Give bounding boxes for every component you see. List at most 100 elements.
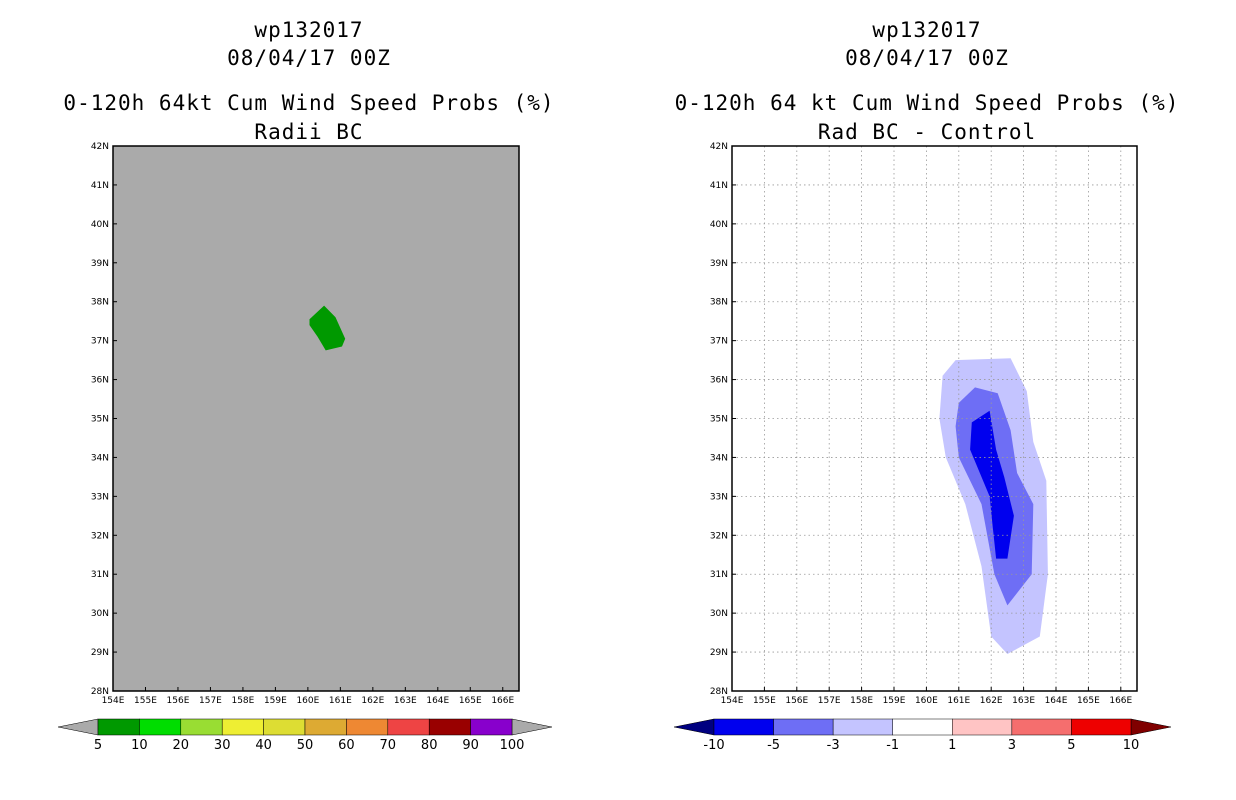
x-tick-label: 165E xyxy=(1077,696,1100,706)
colorbar: -10 -5 -3 -1 1 3 5 10 xyxy=(673,718,1172,753)
y-tick-label: 30N xyxy=(91,609,109,619)
y-tick-label: 29N xyxy=(710,648,728,658)
x-tick-label: 159E xyxy=(883,696,906,706)
x-tick-label: 164E xyxy=(1045,696,1068,706)
colorbar-swatch xyxy=(387,718,430,736)
colorbar-swatch xyxy=(180,718,223,736)
x-tick-label: 160E xyxy=(296,696,319,706)
colorbar-swatch xyxy=(1071,718,1132,736)
product-title: 0-120h 64kt Cum Wind Speed Probs (%) xyxy=(63,91,555,115)
colorbar-label: 10 xyxy=(131,738,148,753)
colorbar-swatch xyxy=(1011,718,1072,736)
colorbar-label: 90 xyxy=(462,738,479,753)
colorbar-swatch xyxy=(952,718,1013,736)
y-tick-label: 32N xyxy=(710,531,728,541)
y-tick-label: 41N xyxy=(91,181,109,191)
y-tick-label: 42N xyxy=(91,142,109,152)
contour-region-0 xyxy=(309,305,346,351)
y-tick-label: 29N xyxy=(91,648,109,658)
product-title: 0-120h 64 kt Cum Wind Speed Probs (%) xyxy=(674,91,1180,115)
y-tick-label: 38N xyxy=(91,298,109,308)
x-tick-label: 160E xyxy=(915,696,938,706)
colorbar-swatch xyxy=(263,718,306,736)
colorbar-label: -1 xyxy=(886,738,899,753)
x-tick-label: 159E xyxy=(264,696,287,706)
y-tick-label: 35N xyxy=(91,415,109,425)
y-tick-label: 37N xyxy=(710,337,728,347)
y-tick-label: 31N xyxy=(710,570,728,580)
x-tick-label: 161E xyxy=(329,696,352,706)
y-tick-label: 36N xyxy=(710,376,728,386)
storm-id-title: wp132017 xyxy=(872,18,982,42)
x-tick-label: 161E xyxy=(947,696,970,706)
x-tick-label: 164E xyxy=(426,696,449,706)
subtitle: Rad BC - Control xyxy=(817,120,1037,144)
y-tick-label: 40N xyxy=(91,220,109,230)
y-tick-label: 28N xyxy=(91,687,109,697)
y-tick-label: 41N xyxy=(710,181,728,191)
plot-area xyxy=(113,146,519,691)
colorbar-label: 5 xyxy=(94,738,102,753)
colorbar-high-end xyxy=(511,718,553,736)
colorbar-label: -10 xyxy=(703,738,724,753)
y-tick-label: 34N xyxy=(710,453,728,463)
colorbar-swatch xyxy=(97,718,140,736)
y-tick-label: 35N xyxy=(710,415,728,425)
x-tick-label: 162E xyxy=(361,696,384,706)
storm-id-title: wp132017 xyxy=(254,18,364,42)
y-tick-label: 39N xyxy=(91,259,109,269)
colorbar-swatch xyxy=(470,718,513,736)
colorbar-swatch xyxy=(832,718,893,736)
x-tick-label: 165E xyxy=(459,696,482,706)
colorbar-swatch xyxy=(892,718,953,736)
x-tick-label: 158E xyxy=(850,696,873,706)
x-tick-label: 162E xyxy=(980,696,1003,706)
x-tick-label: 157E xyxy=(199,696,222,706)
colorbar-swatch xyxy=(346,718,389,736)
y-tick-label: 37N xyxy=(91,337,109,347)
colorbar-label: 50 xyxy=(297,738,314,753)
x-tick-label: 158E xyxy=(231,696,254,706)
colorbar-label: -3 xyxy=(827,738,840,753)
date-title: 08/04/17 00Z xyxy=(845,46,1009,70)
x-tick-label: 155E xyxy=(753,696,776,706)
y-tick-label: 39N xyxy=(710,259,728,269)
x-tick-label: 156E xyxy=(785,696,808,706)
colorbar-label: 3 xyxy=(1008,738,1016,753)
x-tick-label: 163E xyxy=(394,696,417,706)
colorbar-swatch xyxy=(428,718,471,736)
y-tick-label: 33N xyxy=(710,492,728,502)
colorbar-label: 20 xyxy=(173,738,190,753)
x-tick-label: 166E xyxy=(1109,696,1132,706)
colorbar-swatch xyxy=(773,718,834,736)
colorbar-low-end xyxy=(673,718,715,736)
y-tick-label: 40N xyxy=(710,220,728,230)
colorbar-label: 30 xyxy=(214,738,231,753)
x-tick-label: 155E xyxy=(134,696,157,706)
colorbar-swatch xyxy=(221,718,264,736)
x-tick-label: 157E xyxy=(818,696,841,706)
wind-prob-map: 154E 155E 156E 157E 158E 159E 160E 161E 162E 163E… xyxy=(57,142,553,753)
colorbar-label: 1 xyxy=(948,738,956,753)
colorbar-swatch xyxy=(713,718,774,736)
colorbar-label: 10 xyxy=(1123,738,1140,753)
y-tick-label: 30N xyxy=(710,609,728,619)
colorbar: 5 10 20 30 40 50 60 70 80 90 100 xyxy=(57,718,553,753)
left-panel: wp132017 08/04/17 00Z 0-120h 64kt Cum Wi… xyxy=(57,18,555,753)
grid-lines xyxy=(731,145,1137,692)
x-tick-label: 156E xyxy=(167,696,190,706)
colorbar-label: 100 xyxy=(500,738,525,753)
x-tick-label: 154E xyxy=(102,696,125,706)
x-tick-label: 154E xyxy=(721,696,744,706)
colorbar-swatch xyxy=(139,718,182,736)
colorbar-label: -5 xyxy=(767,738,780,753)
colorbar-label: 60 xyxy=(338,738,355,753)
colorbar-swatch xyxy=(304,718,347,736)
right-panel: wp132017 08/04/17 00Z 0-120h 64 kt Cum W… xyxy=(618,0,1236,800)
x-tick-label: 163E xyxy=(1012,696,1035,706)
y-tick-label: 31N xyxy=(91,570,109,580)
y-tick-label: 33N xyxy=(91,492,109,502)
y-tick-label: 42N xyxy=(710,142,728,152)
x-tick-label: 166E xyxy=(491,696,514,706)
y-tick-label: 28N xyxy=(710,687,728,697)
